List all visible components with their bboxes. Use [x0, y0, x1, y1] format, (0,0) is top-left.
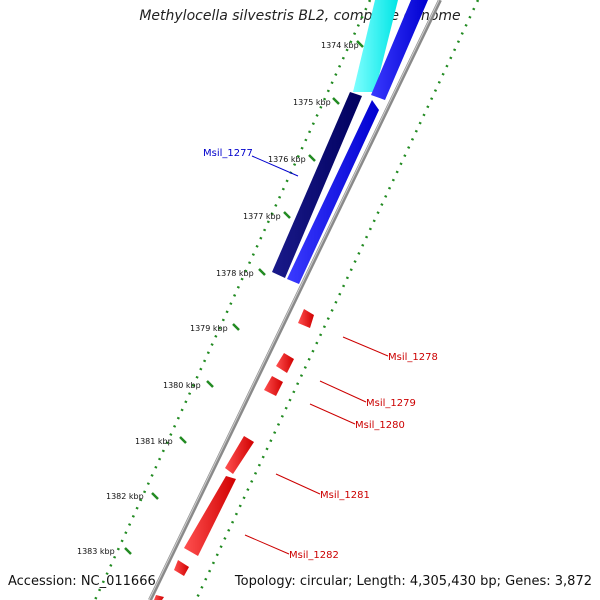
gene-feature-blue-upper[interactable]	[371, 0, 428, 100]
scale-tick	[179, 436, 187, 444]
gene-label-callout	[244, 534, 290, 555]
scale-tick-label: 1380 kbp	[163, 381, 201, 390]
gene-feature-red-1282[interactable]	[174, 560, 189, 576]
genome-backbone	[148, 0, 442, 600]
scale-tick-label: 1382 kbp	[106, 492, 144, 501]
scale-tick-label: 1374 kbp	[321, 41, 359, 50]
scale-tick-label: 1383 kbp	[77, 547, 115, 556]
scale-tick-label: 1379 kbp	[190, 324, 228, 333]
gene-label-callout	[251, 155, 299, 177]
gene-feature-red-1281a[interactable]	[225, 436, 254, 474]
scale-tick-label: 1378 kbp	[216, 269, 254, 278]
gene-feature-red-1280[interactable]	[264, 376, 283, 396]
gene-label[interactable]: Msil_1281	[320, 490, 370, 501]
scale-tick	[308, 154, 316, 162]
scale-tick-label: 1375 kbp	[293, 98, 331, 107]
genome-backbone-highlight	[148, 0, 440, 600]
gene-label-callout	[309, 403, 356, 425]
gene-label-callout	[319, 380, 367, 403]
gene-label[interactable]: Msil_1279	[366, 398, 416, 409]
scale-tick	[206, 380, 214, 388]
gene-feature-blue-lower[interactable]	[287, 100, 379, 284]
scale-tick	[232, 323, 240, 331]
gene-label[interactable]: Msil_1278	[388, 352, 438, 363]
scale-tick	[258, 268, 266, 276]
gene-feature-red-bottom[interactable]	[154, 595, 164, 600]
scale-tick	[151, 492, 159, 500]
scale-ruler-right	[194, 0, 480, 600]
scale-tick	[356, 40, 364, 48]
scale-tick	[124, 547, 132, 555]
scale-tick-label: 1377 kbp	[243, 212, 281, 221]
scale-tick	[332, 97, 340, 105]
gene-feature-red-1278[interactable]	[298, 309, 314, 328]
genome-summary-text: Topology: circular; Length: 4,305,430 bp…	[234, 574, 592, 589]
gene-label-callout	[342, 336, 389, 357]
scale-tick-label: 1376 kbp	[268, 155, 306, 164]
scale-tick-label: 1381 kbp	[135, 437, 173, 446]
gene-feature-cyan[interactable]	[353, 0, 398, 92]
accession-text: Accession: NC_011666	[8, 574, 156, 589]
gene-feature-navy[interactable]	[272, 92, 362, 278]
scale-tick	[283, 211, 291, 219]
gene-feature-red-1279[interactable]	[276, 353, 294, 373]
gene-label[interactable]: Msil_1280	[355, 420, 405, 431]
gene-label-callout	[275, 473, 321, 495]
gene-label[interactable]: Msil_1277	[203, 148, 253, 159]
scale-ruler-left	[93, 0, 372, 600]
gene-feature-red-1281b[interactable]	[184, 476, 236, 556]
gene-label[interactable]: Msil_1282	[289, 550, 339, 561]
